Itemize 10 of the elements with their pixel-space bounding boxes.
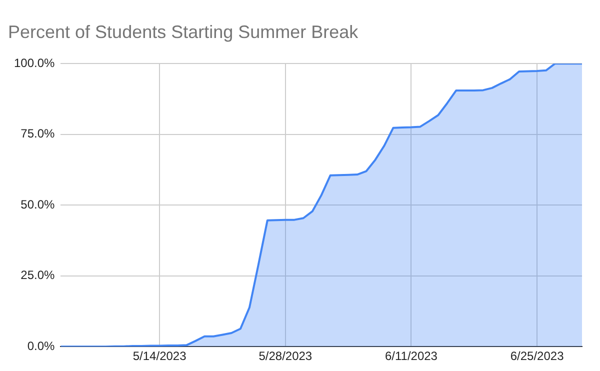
y-tick-label: 0.0% [27,338,56,353]
y-tick-label: 75.0% [20,126,56,141]
x-tick-label: 5/28/2023 [258,349,312,364]
y-tick-label: 50.0% [20,197,56,212]
y-tick-label: 100.0% [14,56,56,70]
x-tick-label: 6/25/2023 [510,349,564,364]
chart-title: Percent of Students Starting Summer Break [8,22,360,42]
x-tick-label: 6/11/2023 [384,349,438,364]
y-tick-label: 25.0% [20,268,56,282]
x-tick-label: 5/14/2023 [132,349,187,364]
